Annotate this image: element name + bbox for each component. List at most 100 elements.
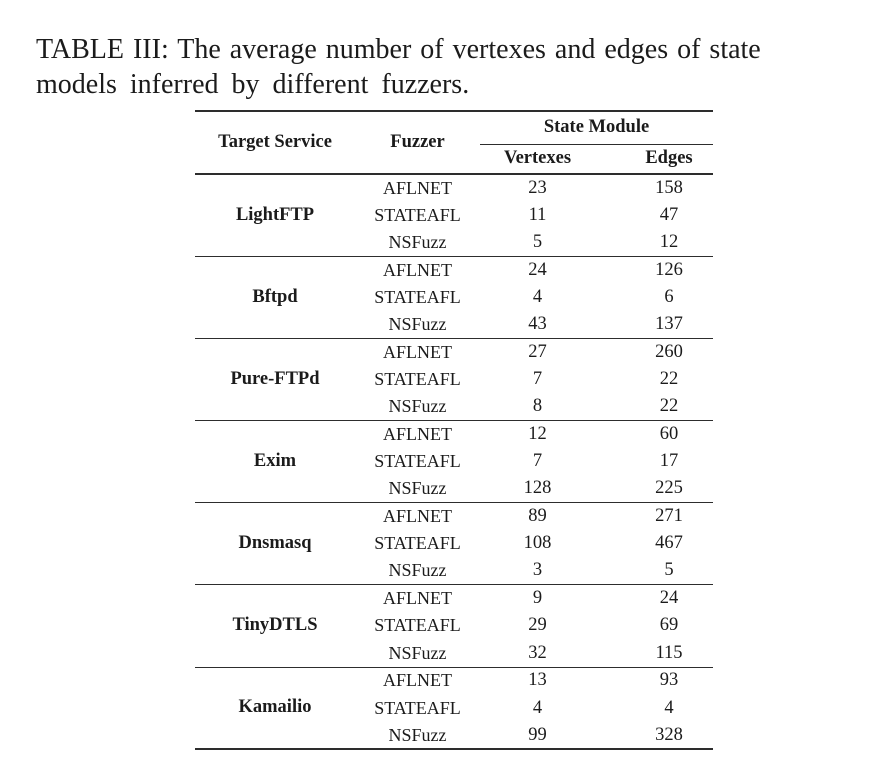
edges-cell: 4 [664, 697, 674, 718]
edges-cell: 6 [664, 286, 674, 307]
fuzzer-cell: AFLNET [383, 423, 452, 444]
edges-cell: 60 [659, 423, 679, 444]
edges-cell: 137 [655, 313, 683, 334]
fuzzer-cell: STATEAFL [374, 615, 461, 636]
table-subheader-row: Vertexes Edges [195, 144, 713, 174]
results-table: Target Service Fuzzer State Module Verte… [195, 110, 713, 750]
table-row: STATEAFL 4 4 [195, 694, 713, 721]
edges-cell: 115 [655, 642, 683, 663]
table-row: NSFuzz 3 5 [195, 557, 713, 584]
edges-cell: 271 [655, 506, 683, 527]
table-row: Pure-FTPd AFLNET 27 260 [195, 338, 713, 389]
fuzzer-cell: NSFuzz [388, 231, 447, 252]
vertexes-cell: 27 [528, 341, 547, 362]
vertexes-cell: 4 [532, 697, 543, 718]
edges-cell: 260 [655, 341, 683, 362]
fuzzer-cell: AFLNET [383, 177, 452, 198]
fuzzer-cell: NSFuzz [388, 642, 447, 663]
col-header-edges: Edges [645, 148, 693, 169]
vertexes-cell: 99 [528, 724, 547, 745]
edges-cell: 5 [664, 560, 674, 581]
edges-cell: 69 [659, 615, 679, 636]
service-cell: Dnsmasq [238, 533, 312, 554]
vertexes-cell: 23 [528, 177, 547, 198]
table-row: STATEAFL 108 467 [195, 530, 713, 557]
edges-cell: 158 [655, 177, 683, 198]
col-header-target-service: Target Service [218, 132, 332, 152]
table-row: STATEAFL 29 69 [195, 612, 713, 639]
group-lightftp: LightFTP AFLNET 23 158 STATEAFL 11 47 NS… [195, 174, 713, 256]
table-container: Target Service Fuzzer State Module Verte… [195, 110, 713, 750]
table-row: NSFuzz 32 115 [195, 640, 713, 667]
fuzzer-cell: NSFuzz [388, 313, 447, 334]
edges-cell: 22 [659, 368, 679, 389]
vertexes-cell: 128 [523, 478, 552, 499]
fuzzer-cell: NSFuzz [388, 724, 447, 745]
table-header-row: Target Service Fuzzer State Module [195, 111, 713, 152]
table-row: NSFuzz 43 137 [195, 311, 713, 338]
vertexes-cell: 32 [528, 642, 547, 663]
table-row: NSFuzz 8 22 [195, 393, 713, 420]
vertexes-cell: 12 [528, 423, 547, 444]
vertexes-cell: 11 [528, 204, 547, 225]
vertexes-cell: 13 [528, 670, 547, 691]
col-header-fuzzer: Fuzzer [390, 132, 445, 152]
vertexes-cell: 29 [528, 615, 547, 636]
table-header: Target Service Fuzzer State Module Verte… [195, 111, 713, 174]
table-row: Exim AFLNET 12 60 [195, 421, 713, 471]
table-row: Bftpd AFLNET 24 126 [195, 256, 713, 307]
table-row: STATEAFL 11 47 [195, 201, 713, 228]
service-cell: Pure-FTPd [230, 368, 320, 389]
fuzzer-cell: AFLNET [383, 341, 452, 362]
vertexes-cell: 9 [532, 588, 543, 609]
group-tinydtls: TinyDTLS AFLNET 9 24 STATEAFL 29 69 NSFu… [195, 584, 713, 667]
table-row: STATEAFL 7 17 [195, 448, 713, 475]
fuzzer-cell: NSFuzz [388, 478, 447, 499]
fuzzer-cell: NSFuzz [388, 396, 447, 417]
edges-cell: 17 [659, 451, 679, 472]
edges-cell: 93 [659, 670, 679, 691]
fuzzer-cell: AFLNET [383, 670, 452, 691]
fuzzer-cell: NSFuzz [388, 560, 447, 581]
fuzzer-cell: AFLNET [383, 506, 452, 527]
table-caption-line2: models inferred by different fuzzers. [36, 69, 470, 100]
edges-cell: 467 [655, 533, 683, 554]
table-row: STATEAFL 4 6 [195, 284, 713, 311]
vertexes-cell: 24 [528, 259, 547, 280]
vertexes-cell: 4 [532, 286, 543, 307]
service-cell: LightFTP [235, 204, 315, 225]
edges-cell: 24 [659, 588, 679, 609]
vertexes-cell: 7 [532, 368, 543, 389]
vertexes-cell: 108 [523, 533, 552, 554]
table-row: LightFTP AFLNET 23 158 [195, 174, 713, 225]
edges-cell: 328 [655, 724, 683, 745]
table-row: STATEAFL 7 22 [195, 366, 713, 393]
fuzzer-cell: STATEAFL [374, 368, 461, 389]
group-dnsmasq: Dnsmasq AFLNET 89 271 STATEAFL 108 467 N… [195, 502, 713, 585]
vertexes-cell: 89 [528, 506, 547, 527]
table-caption: TABLE III: The average number of vertexe… [36, 32, 761, 102]
service-cell: Exim [253, 451, 297, 472]
fuzzer-cell: AFLNET [383, 259, 452, 280]
fuzzer-cell: STATEAFL [374, 697, 461, 718]
edges-cell: 22 [659, 396, 679, 417]
service-cell: Bftpd [252, 286, 298, 307]
fuzzer-cell: STATEAFL [374, 286, 461, 307]
vertexes-cell: 5 [532, 231, 543, 252]
table-row: Kamailio AFLNET 13 93 [195, 667, 713, 717]
vertexes-cell: 43 [528, 313, 547, 334]
group-exim: Exim AFLNET 12 60 STATEAFL 7 17 NSFuzz 1… [195, 420, 713, 503]
group-pure-ftpd: Pure-FTPd AFLNET 27 260 STATEAFL 7 22 NS… [195, 338, 713, 420]
service-cell: Kamailio [238, 697, 312, 718]
fuzzer-cell: STATEAFL [374, 533, 461, 554]
fuzzer-cell: AFLNET [383, 588, 452, 609]
vertexes-cell: 8 [532, 396, 543, 417]
table-row: NSFuzz 128 225 [195, 475, 713, 502]
edges-cell: 12 [659, 231, 679, 252]
group-kamailio: Kamailio AFLNET 13 93 STATEAFL 4 4 NSFuz… [195, 667, 713, 750]
col-header-state-module: State Module [480, 111, 713, 145]
service-cell: TinyDTLS [232, 615, 318, 636]
fuzzer-cell: STATEAFL [374, 204, 461, 225]
table-row: TinyDTLS AFLNET 9 24 [195, 585, 713, 635]
